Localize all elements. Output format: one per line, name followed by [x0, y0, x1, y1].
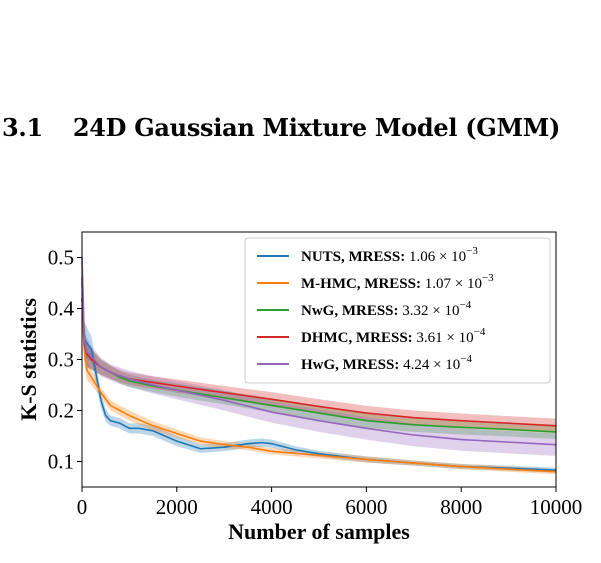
- y-tick-label: 0.3: [48, 348, 74, 372]
- uncertainty-bands: [82, 221, 556, 475]
- y-axis-ticks: 0.1 0.2 0.3 0.4 0.5: [48, 246, 82, 474]
- dhmc-band: [82, 247, 556, 433]
- x-tick-label: 6000: [345, 495, 387, 519]
- y-tick-label: 0.2: [48, 399, 74, 423]
- y-axis-label: K-S statistics: [16, 298, 41, 421]
- legend-entry-m-hmc: M-HMC, MRESS: 1.07 × 10−3: [301, 272, 494, 292]
- hwg-band: [82, 221, 556, 456]
- x-tick-label: 10000: [530, 495, 583, 519]
- section-number: 3.1: [2, 113, 43, 142]
- x-axis-ticks: 0 2000 4000 6000 8000 10000: [77, 487, 583, 519]
- x-axis-label: Number of samples: [228, 519, 410, 544]
- m-hmc-line: [81, 298, 557, 473]
- section-heading: 3.1 24D Gaussian Mixture Model (GMM): [2, 113, 560, 142]
- section-title: 24D Gaussian Mixture Model (GMM): [72, 113, 561, 142]
- legend-box: [244, 237, 551, 384]
- legend: NUTS, MRESS: 1.06 × 10−3 M-HMC, MRESS: 1.…: [244, 237, 551, 384]
- legend-entry-dhmc: DHMC, MRESS: 3.61 × 10−4: [301, 326, 486, 346]
- hwg-line: [81, 257, 557, 446]
- x-tick-label: 0: [77, 495, 88, 519]
- legend-entry-nwg: NwG, MRESS: 3.32 × 10−4: [301, 299, 472, 319]
- series-lines: [81, 257, 557, 473]
- y-tick-label: 0.4: [48, 297, 75, 321]
- dhmc-line: [81, 277, 557, 427]
- x-tick-label: 8000: [440, 495, 482, 519]
- x-tick-label: 4000: [251, 495, 293, 519]
- legend-entry-hwg: HwG, MRESS: 4.24 × 10−4: [301, 353, 473, 373]
- y-tick-label: 0.1: [48, 450, 74, 474]
- y-tick-label: 0.5: [48, 246, 74, 270]
- x-tick-label: 2000: [156, 495, 198, 519]
- legend-entry-nuts: NUTS, MRESS: 1.06 × 10−3: [301, 245, 478, 265]
- nwg-band: [82, 252, 556, 440]
